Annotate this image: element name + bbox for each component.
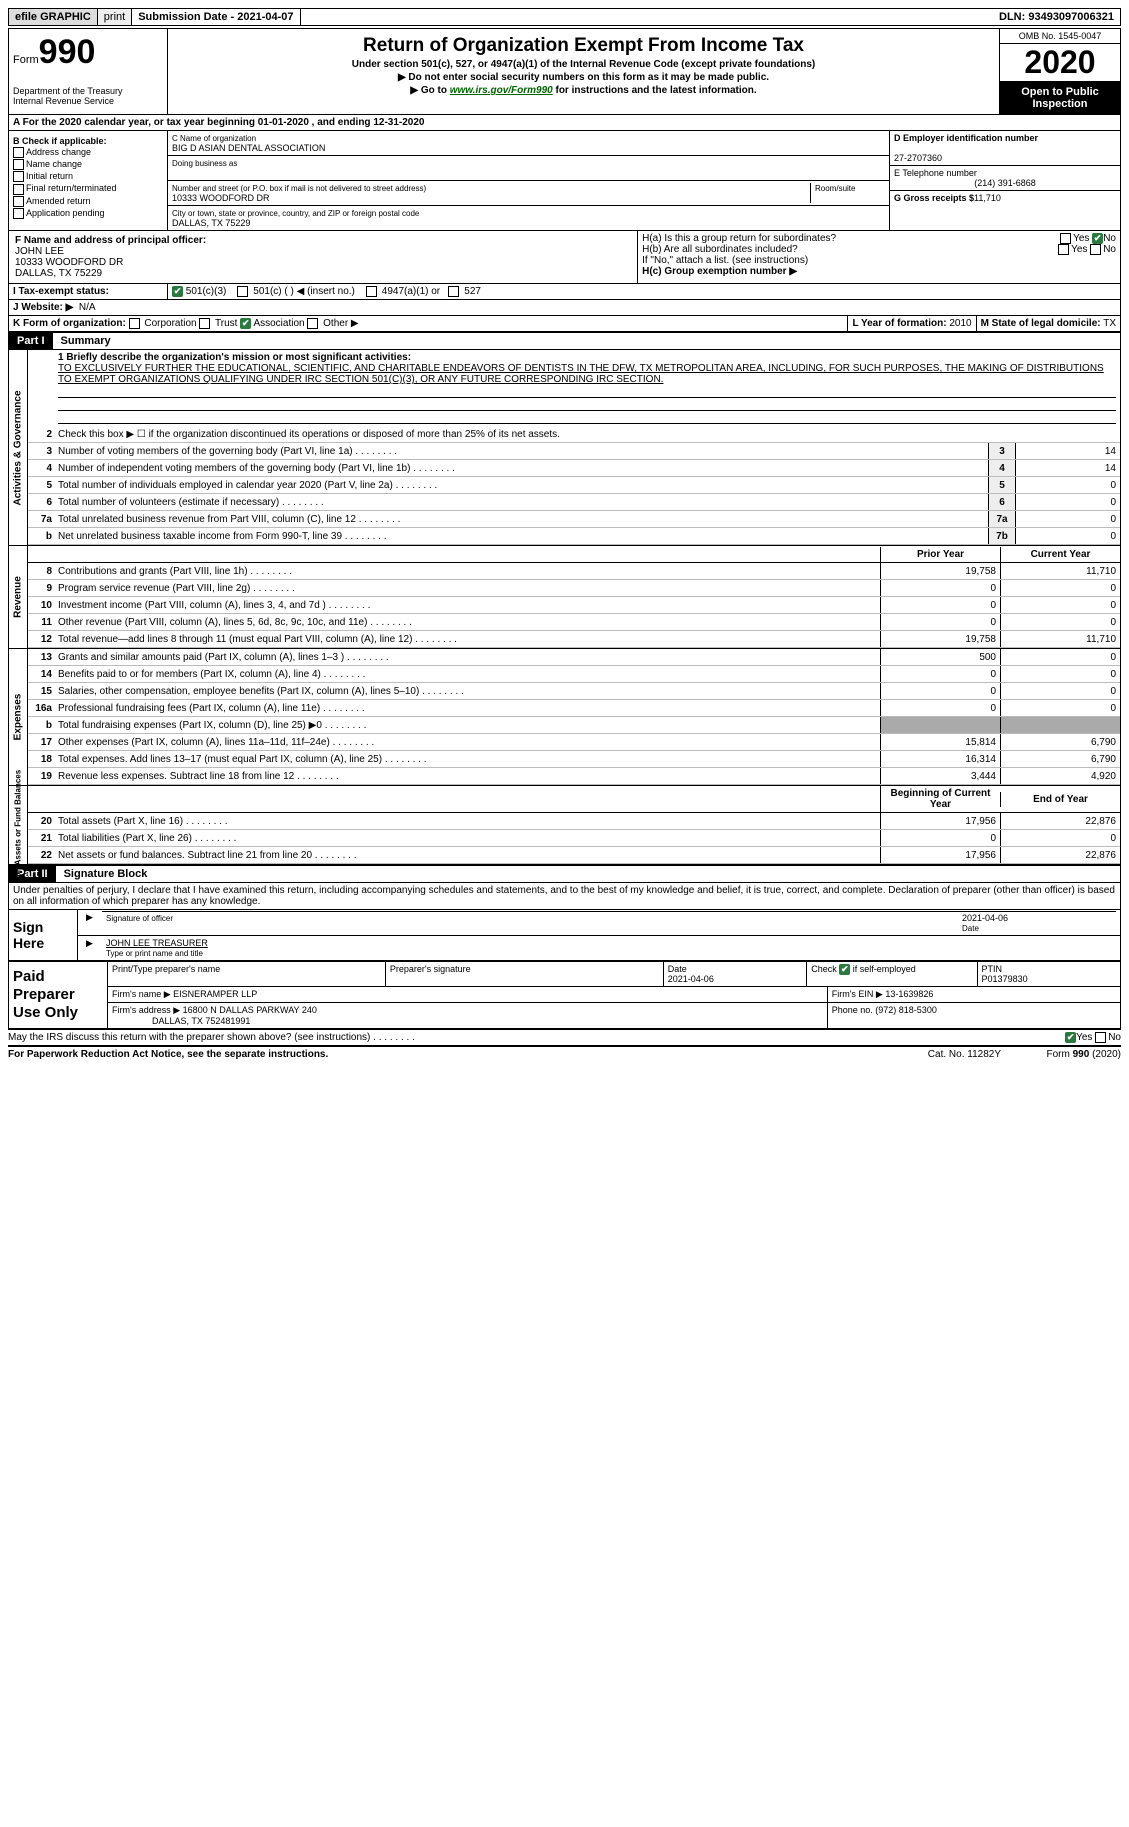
website-row: J Website: ▶ N/A: [8, 300, 1121, 316]
sign-here-label: Sign Here: [9, 910, 78, 960]
line-19: 19 Revenue less expenses. Subtract line …: [28, 768, 1120, 785]
ein: 27-2707360: [894, 153, 942, 163]
line-3: 3 Number of voting members of the govern…: [28, 443, 1120, 460]
line-6: 6 Total number of volunteers (estimate i…: [28, 494, 1120, 511]
line-4: 4 Number of independent voting members o…: [28, 460, 1120, 477]
line-8: 8 Contributions and grants (Part VIII, l…: [28, 563, 1120, 580]
col-c: C Name of organization BIG D ASIAN DENTA…: [168, 131, 889, 230]
part1-header: Part I Summary: [8, 332, 1121, 350]
paid-preparer: Paid Preparer Use Only Print/Type prepar…: [8, 961, 1121, 1029]
netassets-section: Net Assets or Fund Balances Beginning of…: [8, 786, 1121, 865]
main-info-grid: B Check if applicable: Address change Na…: [8, 131, 1121, 231]
omb: OMB No. 1545-0047: [1000, 29, 1120, 44]
officer-name: JOHN LEE: [15, 246, 64, 257]
city-state-zip: DALLAS, TX 75229: [172, 218, 250, 228]
website: N/A: [79, 302, 96, 313]
k-l-m-row: K Form of organization: Corporation Trus…: [8, 316, 1121, 332]
line-15: 15 Salaries, other compensation, employe…: [28, 683, 1120, 700]
gross-receipts: 11,710: [974, 193, 1001, 203]
efile-button[interactable]: efile GRAPHIC: [9, 9, 98, 25]
line-7a: 7a Total unrelated business revenue from…: [28, 511, 1120, 528]
line-21: 21 Total liabilities (Part X, line 26) 0…: [28, 830, 1120, 847]
header-left: Form990 Department of the Treasury Inter…: [9, 29, 168, 114]
line-5: 5 Total number of individuals employed i…: [28, 477, 1120, 494]
signature-block: Under penalties of perjury, I declare th…: [8, 883, 1121, 961]
print-button[interactable]: print: [98, 9, 132, 25]
org-name: BIG D ASIAN DENTAL ASSOCIATION: [172, 143, 325, 153]
f-h-row: F Name and address of principal officer:…: [8, 231, 1121, 284]
officer-sig-name: JOHN LEE TREASURER: [106, 938, 208, 948]
line-12: 12 Total revenue—add lines 8 through 11 …: [28, 631, 1120, 648]
line-10: 10 Investment income (Part VIII, column …: [28, 597, 1120, 614]
part2-header: Part II Signature Block: [8, 865, 1121, 883]
line-9: 9 Program service revenue (Part VIII, li…: [28, 580, 1120, 597]
header-right: OMB No. 1545-0047 2020 Open to Public In…: [999, 29, 1120, 114]
governance-section: Activities & Governance 1 Briefly descri…: [8, 350, 1121, 546]
h-box: H(a) Is this a group return for subordin…: [638, 231, 1120, 283]
tax-exempt-row: I Tax-exempt status: ✔ 501(c)(3) 501(c) …: [8, 284, 1121, 300]
expenses-section: Expenses 13 Grants and similar amounts p…: [8, 649, 1121, 786]
line-b: b Net unrelated business taxable income …: [28, 528, 1120, 545]
line-17: 17 Other expenses (Part IX, column (A), …: [28, 734, 1120, 751]
line-18: 18 Total expenses. Add lines 13–17 (must…: [28, 751, 1120, 768]
col-right: D Employer identification number 27-2707…: [889, 131, 1120, 230]
line-16a: 16a Professional fundraising fees (Part …: [28, 700, 1120, 717]
line-b: b Total fundraising expenses (Part IX, c…: [28, 717, 1120, 734]
paperwork-row: For Paperwork Reduction Act Notice, see …: [8, 1045, 1121, 1062]
line-20: 20 Total assets (Part X, line 16) 17,956…: [28, 813, 1120, 830]
top-bar: efile GRAPHIC print Submission Date - 20…: [8, 8, 1121, 26]
line-22: 22 Net assets or fund balances. Subtract…: [28, 847, 1120, 864]
submission-date: Submission Date - 2021-04-07: [132, 9, 300, 25]
discuss-row: May the IRS discuss this return with the…: [8, 1029, 1121, 1045]
line-11: 11 Other revenue (Part VIII, column (A),…: [28, 614, 1120, 631]
phone: (214) 391-6868: [894, 178, 1116, 188]
line-13: 13 Grants and similar amounts paid (Part…: [28, 649, 1120, 666]
form-header: Form990 Department of the Treasury Inter…: [8, 28, 1121, 115]
irs-link[interactable]: www.irs.gov/Form990: [450, 85, 553, 96]
open-public: Open to Public Inspection: [1000, 82, 1120, 114]
line-14: 14 Benefits paid to or for members (Part…: [28, 666, 1120, 683]
col-b: B Check if applicable: Address change Na…: [9, 131, 168, 230]
form-title: Return of Organization Exempt From Incom…: [172, 35, 995, 57]
row-a: A For the 2020 calendar year, or tax yea…: [8, 115, 1121, 131]
tax-year: 2020: [1000, 44, 1120, 82]
revenue-section: Revenue Prior Year Current Year 8 Contri…: [8, 546, 1121, 649]
dept-label: Department of the Treasury Internal Reve…: [13, 86, 163, 106]
firm-name: EISNERAMPER LLP: [173, 989, 257, 999]
street-address: 10333 WOODFORD DR: [172, 193, 270, 203]
dln: DLN: 93493097006321: [993, 9, 1120, 25]
mission-text: TO EXCLUSIVELY FURTHER THE EDUCATIONAL, …: [58, 363, 1104, 385]
header-mid: Return of Organization Exempt From Incom…: [168, 29, 999, 114]
